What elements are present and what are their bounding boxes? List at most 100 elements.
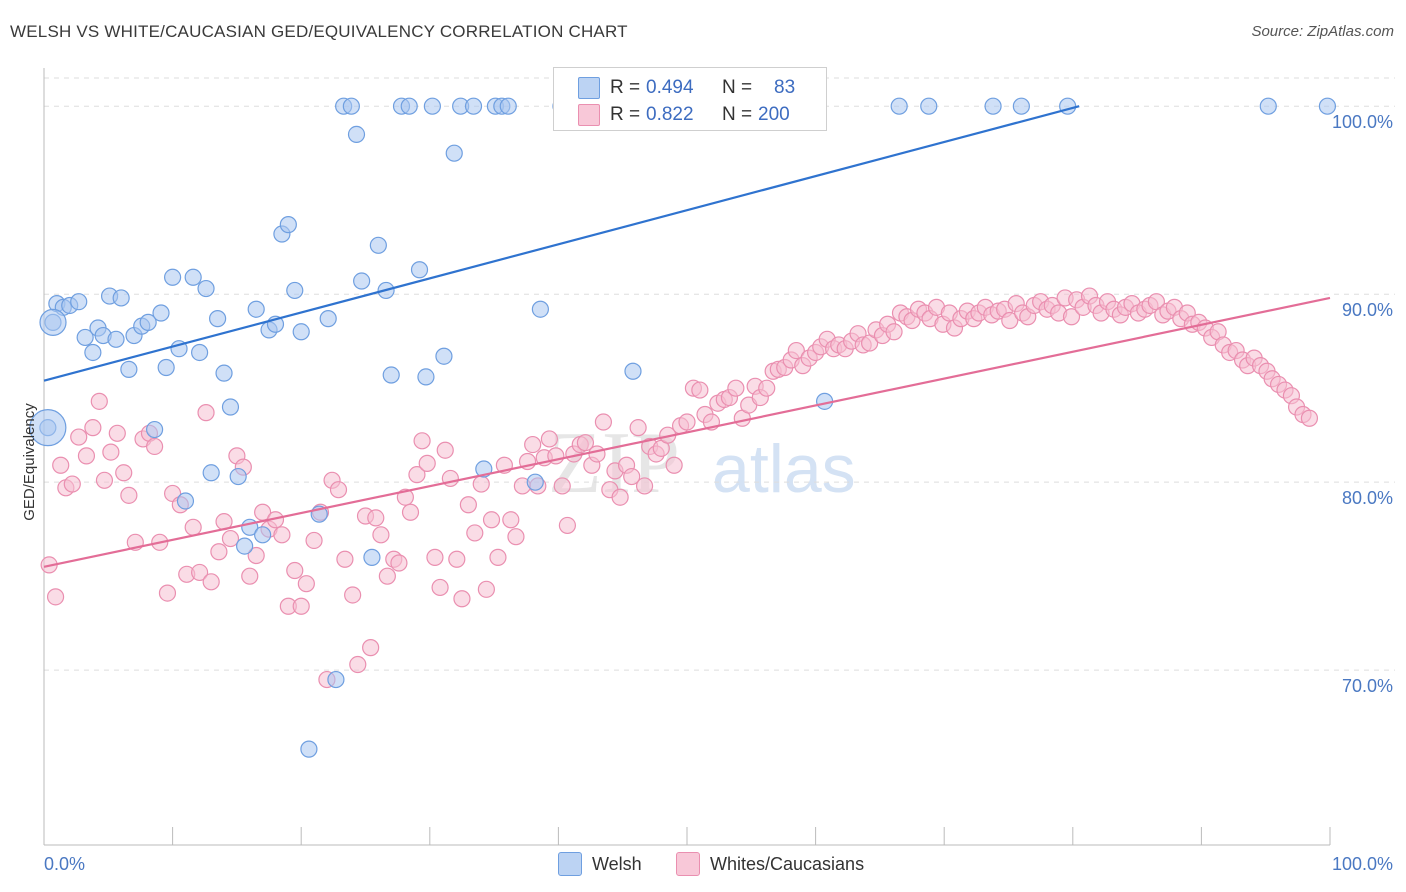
point-whites (691, 381, 709, 399)
stats-legend: R = 0.494 N = 83 R = 0.822 N = 200 (553, 67, 827, 131)
x-tick-label: 100.0% (1332, 854, 1393, 874)
point-whites (588, 445, 606, 463)
data-points (29, 97, 1337, 758)
point-welsh (164, 268, 182, 286)
point-welsh (112, 289, 130, 307)
r-label: R = (610, 77, 641, 98)
trend-line-whites (43, 296, 1331, 568)
point-whites (665, 456, 683, 474)
point-whites (63, 475, 81, 493)
point-whites (466, 524, 484, 542)
point-welsh (347, 125, 366, 143)
point-whites (90, 392, 108, 410)
point-whites (472, 475, 490, 493)
point-whites (426, 548, 444, 566)
n-label: N = (722, 104, 753, 125)
y-tick-label: 90.0% (1342, 300, 1393, 320)
point-welsh (353, 272, 371, 290)
point-whites (297, 575, 315, 593)
point-whites (202, 573, 220, 591)
point-whites (401, 503, 420, 521)
point-welsh (157, 358, 175, 377)
point-welsh (363, 548, 381, 566)
point-whites (594, 413, 613, 431)
point-welsh (202, 464, 220, 482)
point-whites (221, 529, 240, 548)
point-whites (286, 561, 304, 580)
trend-line-welsh (43, 105, 1080, 382)
point-whites (787, 341, 805, 360)
point-whites (482, 511, 501, 529)
legend-label-welsh: Welsh (592, 853, 642, 874)
point-welsh (254, 526, 272, 544)
point-welsh (300, 740, 318, 758)
legend-item-whites: Whites/Caucasians (676, 852, 864, 876)
point-whites (372, 526, 390, 544)
x-tick-label: 0.0% (44, 854, 85, 874)
point-whites (611, 488, 629, 506)
y-tick-label: 70.0% (1342, 676, 1393, 696)
y-axis-label: GED/Equivalency (21, 403, 38, 521)
point-whites (305, 531, 323, 550)
r-value: 0.494 (646, 77, 694, 98)
point-whites (158, 584, 177, 602)
point-welsh-large (29, 409, 67, 447)
point-whites (459, 496, 477, 514)
point-whites (115, 464, 133, 482)
point-welsh (184, 268, 202, 286)
point-welsh (84, 343, 102, 362)
point-welsh (920, 97, 938, 115)
point-welsh (176, 492, 195, 510)
point-whites (436, 441, 454, 459)
point-welsh (215, 364, 233, 382)
point-whites (52, 456, 70, 474)
point-whites (191, 563, 209, 582)
point-whites (349, 655, 367, 674)
point-welsh (1259, 97, 1277, 115)
point-whites (448, 550, 466, 568)
point-welsh (107, 330, 125, 348)
point-whites (1062, 308, 1081, 326)
legend-label-whites: Whites/Caucasians (710, 853, 865, 874)
point-welsh (1318, 97, 1337, 115)
point-welsh (152, 304, 170, 322)
point-welsh (319, 310, 337, 328)
point-welsh (526, 473, 544, 491)
point-whites (1300, 409, 1319, 427)
point-whites (292, 597, 310, 615)
chart-title: WELSH VS WHITE/CAUCASIAN GED/EQUIVALENCY… (10, 22, 628, 41)
watermark-atlas: atlas (712, 431, 856, 507)
point-whites (540, 430, 558, 448)
point-welsh (279, 216, 297, 234)
point-whites (727, 379, 745, 397)
point-welsh (120, 360, 138, 378)
point-welsh (499, 97, 517, 115)
point-whites (102, 443, 120, 461)
n-value: 83 (774, 77, 796, 98)
point-whites (84, 419, 102, 437)
point-whites (553, 477, 571, 495)
y-tick-label: 80.0% (1342, 488, 1393, 508)
whites-legend-swatch (676, 852, 700, 876)
point-whites (241, 567, 259, 585)
point-whites (408, 466, 426, 484)
point-whites (507, 528, 525, 546)
welsh-legend-swatch (558, 852, 582, 876)
point-whites (367, 509, 385, 527)
point-welsh (369, 236, 387, 254)
welsh-swatch (578, 77, 600, 99)
point-whites (635, 477, 654, 495)
point-whites (77, 447, 96, 465)
point-whites (210, 543, 228, 561)
point-welsh (417, 368, 435, 386)
point-welsh (247, 300, 265, 318)
point-whites (623, 467, 641, 486)
point-welsh (342, 97, 360, 115)
axis-labels: 100.0% 90.0% 80.0% 70.0% 0.0% 100.0% GED/Equiv… (21, 112, 1393, 874)
point-welsh (1012, 97, 1030, 115)
point-whites (558, 516, 577, 535)
point-whites (489, 548, 507, 566)
point-whites (576, 434, 595, 452)
point-whites (396, 488, 414, 506)
